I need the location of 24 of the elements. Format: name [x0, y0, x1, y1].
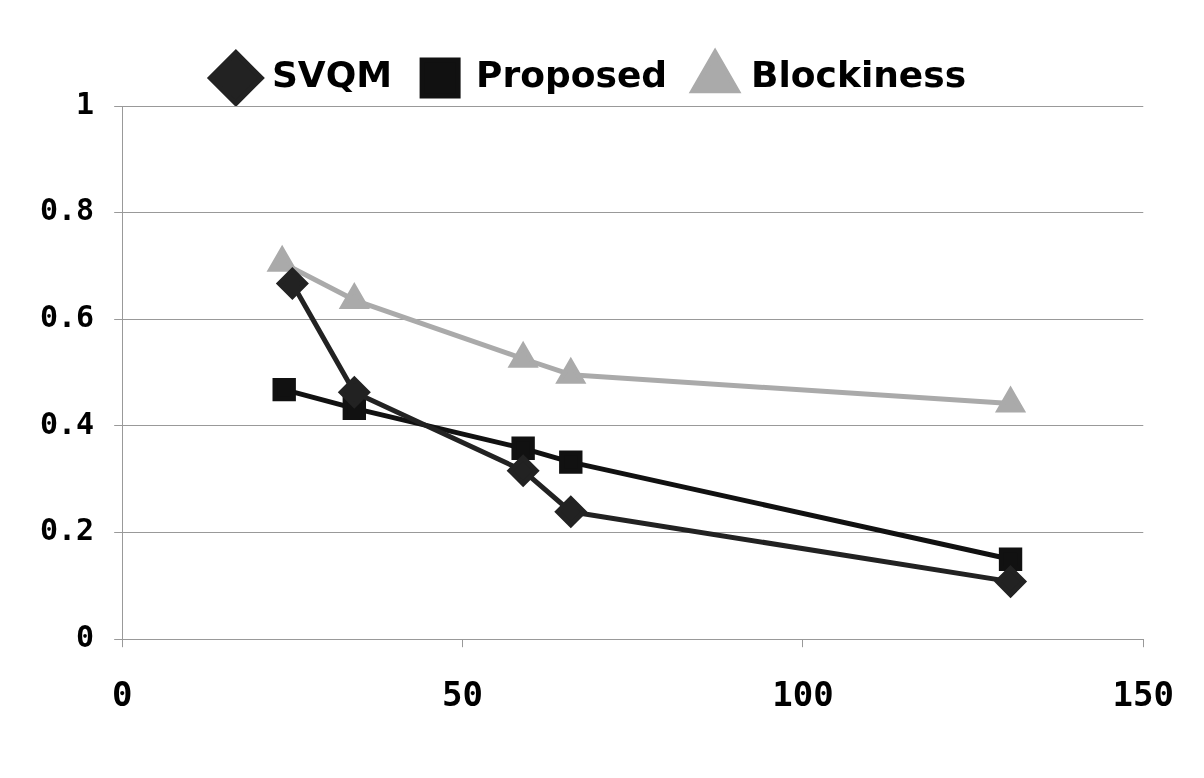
point	[509, 343, 537, 368]
point	[998, 547, 1023, 571]
point	[557, 359, 585, 384]
x-tick-label: 0	[111, 674, 133, 715]
y-tick-label: 0	[76, 619, 95, 654]
x-tick-label: 100	[772, 674, 834, 715]
point	[338, 376, 370, 408]
legend-label: Blockiness	[751, 54, 967, 96]
point	[511, 436, 535, 461]
point	[272, 377, 296, 402]
y-tick-label: 0.6	[40, 299, 95, 335]
y-tick-label: 0.4	[40, 405, 95, 441]
point	[559, 450, 583, 474]
legend-label: Proposed	[476, 54, 668, 96]
x-tick-label: 150	[1112, 674, 1175, 715]
point	[555, 496, 587, 528]
y-tick-label: 1	[76, 85, 95, 121]
point	[268, 247, 296, 272]
point	[995, 566, 1027, 598]
x-tick-label: 50	[442, 674, 484, 715]
y-tick-label: 0.8	[40, 192, 95, 228]
legend-label: SVQM	[271, 54, 393, 96]
y-tick-label: 0.2	[40, 512, 95, 548]
point	[507, 455, 539, 487]
